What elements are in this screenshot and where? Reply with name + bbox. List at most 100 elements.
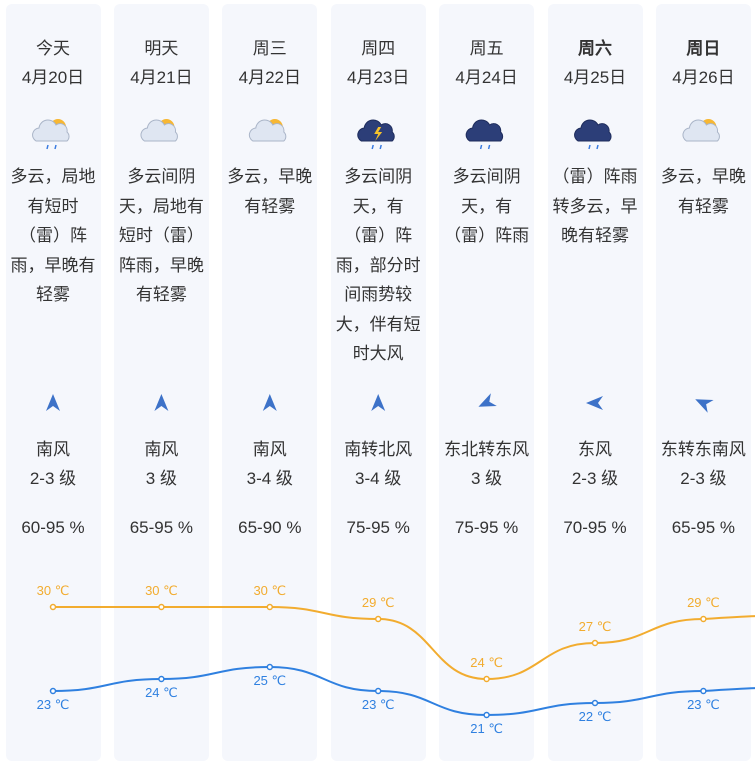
cloud	[574, 119, 612, 142]
temp-point	[49, 687, 57, 695]
weather-desc: 转多云，早	[552, 196, 638, 216]
weather-desc: 多云，早晚	[227, 167, 313, 186]
date: 4月22日	[238, 68, 301, 87]
temp-point	[158, 675, 165, 683]
temp-label: 29 ℃	[687, 595, 720, 610]
weather-desc: 多云，早晚	[660, 167, 746, 186]
day-name: 今天	[36, 39, 70, 58]
temp-label: 23 ℃	[687, 697, 720, 712]
humidity: 65-95 %	[671, 518, 736, 537]
temp-line-tail	[703, 615, 755, 620]
day-name: 周六	[578, 39, 612, 58]
weather-desc: 多云间阴	[452, 167, 521, 186]
weather-desc: 天，有	[461, 196, 513, 216]
cloud	[32, 119, 70, 142]
temp-point	[591, 699, 599, 707]
humidity: 75-95 %	[346, 518, 410, 537]
day-name: 周三	[252, 39, 287, 58]
weather-desc: （雷）阵	[19, 226, 87, 245]
cloud	[140, 119, 178, 142]
wind-arrow	[695, 399, 714, 413]
temp-point	[266, 603, 274, 611]
humidity: 70-95 %	[563, 518, 627, 537]
wind-arrow	[371, 394, 386, 411]
wind-level: 2-3 级	[680, 469, 727, 488]
wind-arrow	[478, 393, 497, 407]
date: 4月23日	[347, 68, 410, 87]
temp-point	[158, 603, 165, 611]
weather-desc: 有轻雾	[135, 285, 187, 304]
wind-level: 3 级	[471, 469, 503, 488]
wind-direction: 东风	[578, 440, 612, 459]
weather-desc: 轻雾	[36, 285, 70, 304]
humidity: 60-95 %	[21, 518, 85, 537]
wind-level: 2-3 级	[571, 469, 619, 488]
weather-icon	[357, 119, 395, 150]
temp-point	[374, 615, 382, 623]
weather-desc: 有短时	[27, 196, 79, 216]
rain-drop	[371, 144, 374, 150]
cloud	[465, 119, 504, 142]
weather-desc: （雷）阵雨	[444, 226, 530, 245]
weather-desc: 短时（雷）	[118, 226, 204, 245]
temp-point	[49, 603, 57, 611]
weather-desc: 天，有	[352, 196, 404, 216]
weather-desc: 晚有轻雾	[561, 226, 629, 245]
rain-drop	[54, 144, 57, 150]
date: 4月24日	[455, 68, 518, 87]
cloud	[357, 119, 395, 142]
date: 4月25日	[563, 68, 627, 87]
temp-label: 24 ℃	[470, 655, 503, 670]
wind-arrow	[46, 394, 60, 411]
lightning	[374, 127, 383, 141]
weather-desc: （雷）阵	[344, 226, 413, 245]
humidity: 65-95 %	[129, 518, 194, 537]
weather-desc: （雷）阵雨	[552, 167, 638, 186]
wind-direction: 南风	[252, 440, 287, 459]
cloud	[248, 119, 287, 142]
weather-icon	[140, 119, 178, 142]
temp-label: 25 ℃	[253, 673, 286, 688]
date: 4月21日	[130, 68, 193, 87]
day-name: 周日	[686, 39, 721, 58]
rain-drop	[487, 144, 491, 150]
weather-desc: 间雨势较	[344, 285, 413, 304]
weather-desc: 有轻雾	[677, 196, 729, 216]
weather-icon	[682, 119, 720, 142]
rain-drop	[596, 144, 599, 150]
wind-arrow	[586, 396, 603, 410]
wind-direction: 南风	[144, 440, 179, 459]
temp-point	[483, 675, 490, 683]
temp-point	[700, 615, 707, 623]
temp-label: 30 ℃	[145, 583, 178, 598]
temp-point	[483, 711, 490, 719]
rain-drop	[379, 144, 382, 150]
weather-desc: 有轻雾	[244, 196, 296, 216]
temp-line-tail	[703, 687, 755, 692]
date: 4月20日	[21, 68, 85, 87]
wind-level: 3-4 级	[355, 469, 402, 488]
temp-label: 23 ℃	[362, 697, 395, 712]
day-name: 明天	[144, 39, 179, 58]
rain-drop	[46, 144, 49, 150]
wind-direction: 东转东南风	[660, 440, 746, 459]
wind-direction: 南转北风	[344, 440, 413, 459]
cloud	[682, 119, 720, 142]
weather-icon	[574, 119, 612, 150]
weather-icon	[32, 119, 70, 150]
weather-desc: 阵雨，早晚	[118, 255, 204, 275]
wind-direction: 东北转东风	[444, 440, 530, 459]
temp-point	[700, 687, 707, 695]
temp-point	[591, 639, 599, 647]
wind-arrow	[154, 394, 169, 411]
humidity: 75-95 %	[454, 518, 519, 537]
weather-desc: 天，局地有	[118, 196, 204, 216]
day-name: 周四	[361, 39, 396, 58]
wind-arrow	[262, 394, 277, 411]
weather-desc: 多云，局地	[10, 167, 96, 186]
weather-desc: 多云间阴	[127, 167, 196, 186]
wind-level: 3-4 级	[246, 469, 293, 488]
weather-desc: 雨，部分时	[335, 255, 421, 275]
